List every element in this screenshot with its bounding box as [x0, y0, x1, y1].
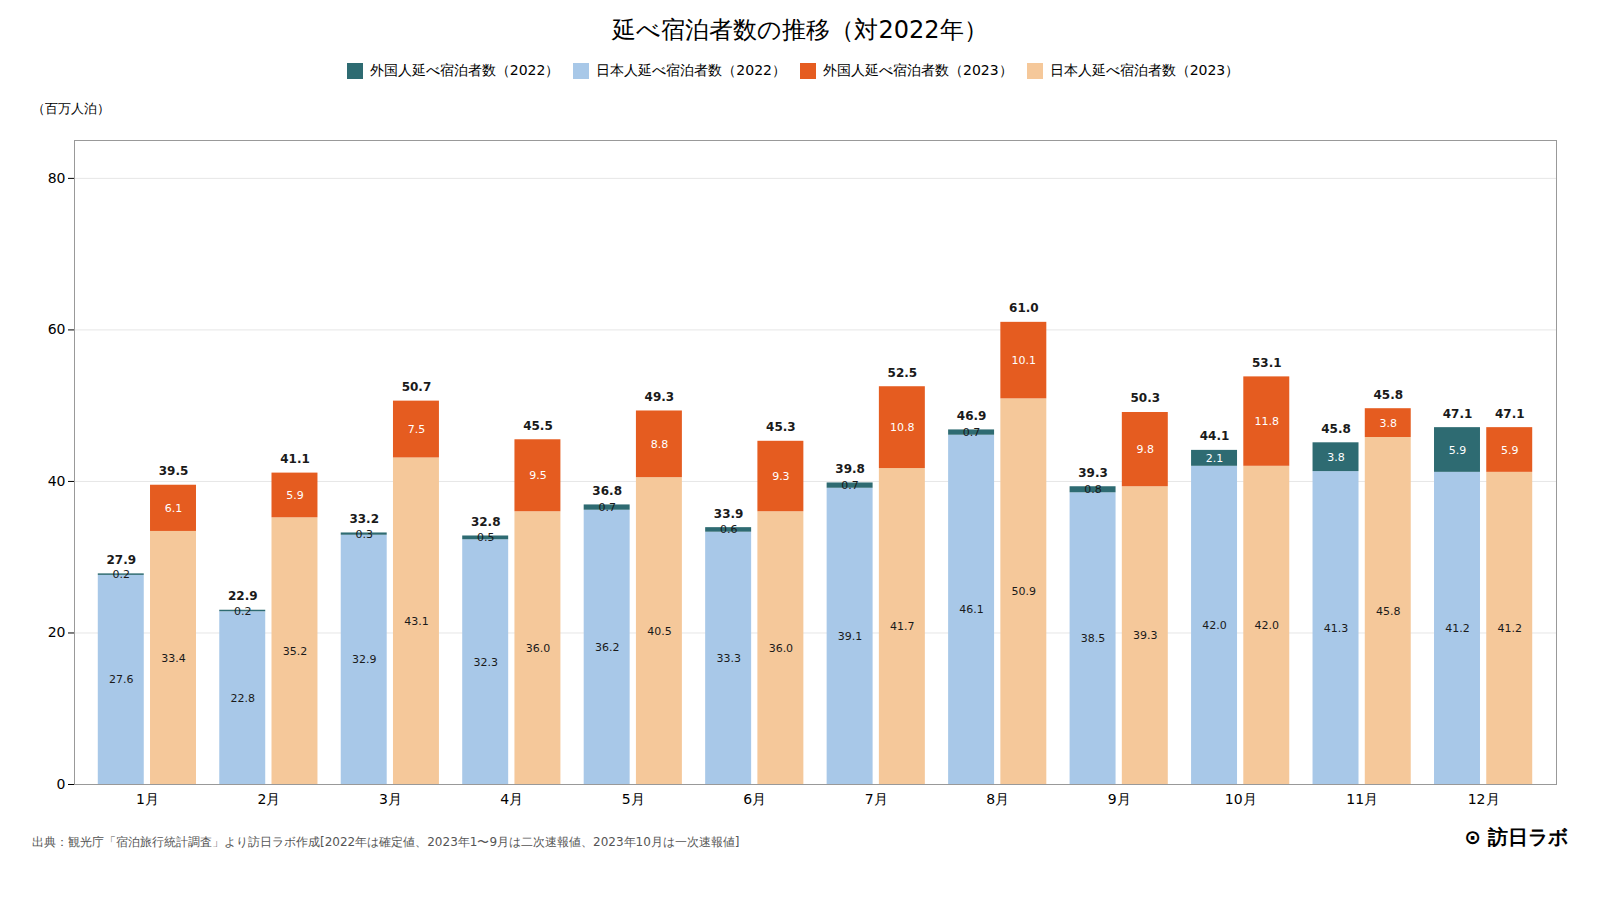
svg-text:32.9: 32.9	[352, 653, 377, 666]
svg-text:8.8: 8.8	[651, 438, 669, 451]
svg-text:4月: 4月	[500, 791, 523, 807]
svg-text:11.8: 11.8	[1255, 415, 1280, 428]
svg-text:20: 20	[48, 624, 66, 640]
svg-text:27.9: 27.9	[106, 553, 136, 567]
svg-text:22.8: 22.8	[230, 692, 255, 705]
svg-text:5月: 5月	[622, 791, 645, 807]
svg-text:9.3: 9.3	[772, 470, 790, 483]
svg-text:47.1: 47.1	[1495, 407, 1525, 421]
svg-text:3月: 3月	[379, 791, 402, 807]
svg-text:35.2: 35.2	[283, 645, 308, 658]
svg-text:2.1: 2.1	[1206, 452, 1224, 465]
svg-text:42.0: 42.0	[1255, 619, 1280, 632]
html-text:外国人延べ宿泊者数（2023）: 外国人延べ宿泊者数（2023）	[823, 61, 1013, 78]
svg-text:39.8: 39.8	[835, 462, 865, 476]
svg-text:11月: 11月	[1346, 791, 1378, 807]
svg-text:44.1: 44.1	[1200, 429, 1230, 443]
svg-text:43.1: 43.1	[404, 615, 429, 628]
svg-text:39.5: 39.5	[159, 464, 189, 478]
svg-text:27.6: 27.6	[109, 673, 134, 686]
svg-text:0.7: 0.7	[841, 479, 859, 492]
svg-text:36.0: 36.0	[769, 642, 794, 655]
svg-text:32.8: 32.8	[471, 515, 501, 529]
html-text:（百万人泊）: （百万人泊）	[32, 101, 110, 116]
svg-text:41.3: 41.3	[1324, 622, 1349, 635]
html-text:出典：観光庁「宿泊旅行統計調査」より訪日ラボ作成[2022年: 出典：観光庁「宿泊旅行統計調査」より訪日ラボ作成[2022年は確定値、2023年…	[32, 835, 740, 849]
svg-text:33.9: 33.9	[714, 507, 744, 521]
svg-text:9月: 9月	[1108, 791, 1131, 807]
svg-text:40: 40	[48, 473, 66, 489]
svg-text:47.1: 47.1	[1443, 407, 1473, 421]
svg-text:39.3: 39.3	[1133, 629, 1158, 642]
svg-text:46.1: 46.1	[959, 603, 984, 616]
svg-text:10.8: 10.8	[890, 421, 915, 434]
svg-text:0.6: 0.6	[720, 523, 738, 536]
svg-text:8月: 8月	[986, 791, 1009, 807]
svg-text:36.2: 36.2	[595, 641, 620, 654]
svg-text:41.7: 41.7	[890, 620, 915, 633]
svg-text:38.5: 38.5	[1081, 632, 1106, 645]
svg-text:5.9: 5.9	[286, 489, 304, 502]
svg-text:45.3: 45.3	[766, 420, 796, 434]
svg-text:41.1: 41.1	[280, 452, 310, 466]
svg-text:39.1: 39.1	[838, 630, 863, 643]
svg-text:60: 60	[48, 321, 66, 337]
svg-text:12月: 12月	[1468, 791, 1500, 807]
svg-text:36.8: 36.8	[592, 484, 622, 498]
svg-text:10月: 10月	[1225, 791, 1257, 807]
svg-text:5.9: 5.9	[1501, 444, 1519, 457]
svg-text:0: 0	[57, 776, 66, 792]
svg-text:42.0: 42.0	[1202, 619, 1227, 632]
html-text:日本人延べ宿泊者数（2022）: 日本人延べ宿泊者数（2022）	[596, 61, 786, 78]
svg-text:32.3: 32.3	[473, 656, 498, 669]
svg-text:0.2: 0.2	[113, 568, 131, 581]
html-text:日本人延べ宿泊者数（2023）: 日本人延べ宿泊者数（2023）	[1049, 61, 1240, 78]
svg-text:0.5: 0.5	[477, 531, 495, 544]
svg-text:45.8: 45.8	[1321, 422, 1351, 436]
svg-text:7月: 7月	[865, 791, 888, 807]
svg-text:3.8: 3.8	[1327, 451, 1345, 464]
svg-text:46.9: 46.9	[957, 409, 987, 423]
svg-text:33.4: 33.4	[161, 651, 186, 664]
svg-text:45.8: 45.8	[1376, 605, 1401, 618]
svg-text:39.3: 39.3	[1078, 466, 1108, 480]
html-text:外国人延べ宿泊者数（2022）: 外国人延べ宿泊者数（2022）	[369, 61, 560, 78]
html-text:延べ宿泊者数の推移（対2022年）: 延べ宿泊者数の推移（対2022年）	[612, 16, 988, 44]
svg-text:45.5: 45.5	[523, 419, 553, 433]
svg-text:3.8: 3.8	[1380, 417, 1398, 430]
svg-text:36.0: 36.0	[526, 642, 551, 655]
svg-text:0.8: 0.8	[1084, 483, 1102, 496]
svg-text:41.2: 41.2	[1497, 622, 1522, 635]
svg-text:0.3: 0.3	[355, 528, 373, 541]
svg-text:33.3: 33.3	[716, 652, 741, 665]
svg-text:50.3: 50.3	[1131, 391, 1161, 405]
svg-text:1月: 1月	[136, 791, 159, 807]
svg-text:10.1: 10.1	[1012, 354, 1037, 367]
svg-text:40.5: 40.5	[647, 625, 672, 638]
svg-text:0.7: 0.7	[963, 426, 981, 439]
svg-text:50.9: 50.9	[1012, 585, 1037, 598]
svg-text:45.8: 45.8	[1373, 388, 1403, 402]
svg-text:61.0: 61.0	[1009, 301, 1039, 315]
svg-text:0.2: 0.2	[234, 605, 252, 618]
svg-text:6.1: 6.1	[165, 502, 183, 515]
svg-text:5.9: 5.9	[1449, 444, 1467, 457]
svg-text:7.5: 7.5	[408, 423, 426, 436]
svg-text:49.3: 49.3	[645, 390, 675, 404]
html-text:⊙ 訪日ラボ: ⊙ 訪日ラボ	[1464, 825, 1568, 849]
svg-text:22.9: 22.9	[228, 589, 258, 603]
svg-text:50.7: 50.7	[402, 380, 432, 394]
svg-text:0.7: 0.7	[598, 501, 616, 514]
svg-text:2月: 2月	[257, 791, 280, 807]
svg-text:33.2: 33.2	[349, 512, 379, 526]
svg-text:52.5: 52.5	[888, 366, 918, 380]
svg-text:6月: 6月	[743, 791, 766, 807]
svg-text:80: 80	[48, 170, 66, 186]
svg-text:9.8: 9.8	[1137, 443, 1155, 456]
svg-text:9.5: 9.5	[529, 469, 547, 482]
svg-text:53.1: 53.1	[1252, 356, 1282, 370]
svg-text:41.2: 41.2	[1445, 622, 1470, 635]
